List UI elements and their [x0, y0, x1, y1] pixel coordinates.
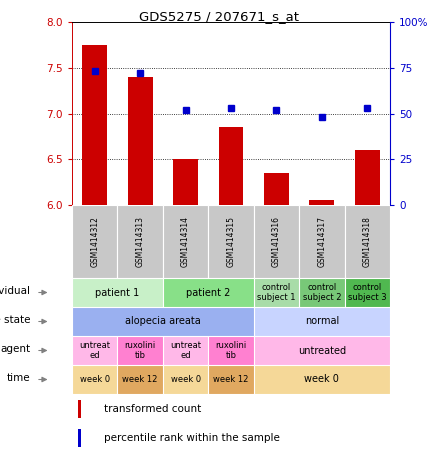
Text: ruxolini
tib: ruxolini tib	[124, 341, 156, 360]
Text: disease state: disease state	[0, 315, 30, 325]
Bar	[208, 205, 254, 278]
Text: untreat
ed: untreat ed	[170, 341, 201, 360]
Bar	[82, 45, 107, 205]
Text: GSM1414314: GSM1414314	[181, 216, 190, 267]
Bar	[72, 205, 117, 278]
Bar	[127, 77, 152, 205]
Text: agent: agent	[0, 344, 30, 354]
Bar	[78, 429, 81, 447]
Bar	[173, 159, 198, 205]
Bar	[78, 400, 81, 418]
Text: GSM1414318: GSM1414318	[363, 216, 372, 267]
Text: untreated: untreated	[298, 346, 346, 356]
Text: week 0: week 0	[304, 375, 339, 385]
Bar	[309, 200, 334, 205]
Text: week 12: week 12	[123, 375, 158, 384]
Text: percentile rank within the sample: percentile rank within the sample	[104, 433, 280, 443]
Bar	[117, 205, 163, 278]
Text: alopecia areata: alopecia areata	[125, 317, 201, 327]
Text: week 12: week 12	[213, 375, 249, 384]
Text: GSM1414315: GSM1414315	[226, 216, 236, 267]
Bar	[355, 150, 380, 205]
Text: week 0: week 0	[80, 375, 110, 384]
Text: week 0: week 0	[170, 375, 201, 384]
Bar	[299, 205, 345, 278]
Bar	[345, 205, 390, 278]
Text: patient 1: patient 1	[95, 288, 140, 298]
Text: individual: individual	[0, 286, 30, 296]
Text: normal: normal	[305, 317, 339, 327]
Text: control
subject 3: control subject 3	[348, 283, 387, 302]
Text: time: time	[7, 373, 30, 383]
Bar	[264, 173, 289, 205]
Text: GSM1414313: GSM1414313	[136, 216, 145, 267]
Bar	[163, 205, 208, 278]
Text: patient 2: patient 2	[186, 288, 230, 298]
Text: untreat
ed: untreat ed	[79, 341, 110, 360]
Text: ruxolini
tib: ruxolini tib	[215, 341, 247, 360]
Text: control
subject 1: control subject 1	[257, 283, 296, 302]
Text: transformed count: transformed count	[104, 404, 201, 414]
Text: GSM1414317: GSM1414317	[318, 216, 326, 267]
Text: GDS5275 / 207671_s_at: GDS5275 / 207671_s_at	[139, 10, 299, 23]
Text: control
subject 2: control subject 2	[303, 283, 341, 302]
Text: GSM1414316: GSM1414316	[272, 216, 281, 267]
Bar	[219, 127, 244, 205]
Text: GSM1414312: GSM1414312	[90, 216, 99, 267]
Bar	[254, 205, 299, 278]
